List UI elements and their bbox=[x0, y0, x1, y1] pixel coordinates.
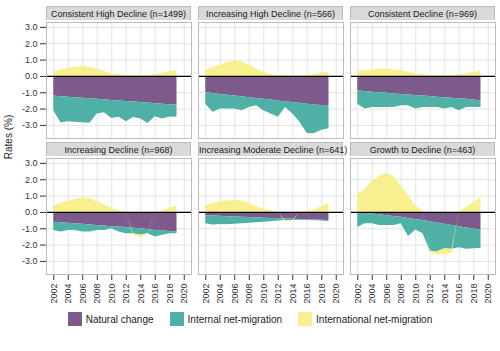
svg-text:2012: 2012 bbox=[121, 284, 131, 304]
svg-text:1.0: 1.0 bbox=[25, 191, 38, 201]
html-text:Internal net-migration: Internal net-migration bbox=[187, 313, 283, 325]
svg-text:2006: 2006 bbox=[382, 284, 392, 304]
html-text:Rates (%): Rates (%) bbox=[2, 114, 14, 160]
svg-text:2012: 2012 bbox=[273, 284, 283, 304]
html-text:International net-migration: International net-migration bbox=[316, 313, 433, 325]
svg-text:2014: 2014 bbox=[288, 284, 298, 304]
html-text:Increasing High Decline (n=566: Increasing High Decline (n=566) bbox=[206, 9, 335, 19]
svg-text:2.0: 2.0 bbox=[25, 175, 38, 185]
svg-text:2014: 2014 bbox=[440, 284, 450, 304]
svg-text:0.0: 0.0 bbox=[25, 71, 38, 81]
svg-text:2010: 2010 bbox=[107, 284, 117, 304]
svg-text:-3.0: -3.0 bbox=[22, 256, 38, 266]
svg-text:2002: 2002 bbox=[201, 284, 211, 304]
svg-text:2016: 2016 bbox=[150, 284, 160, 304]
svg-text:-1.0: -1.0 bbox=[22, 224, 38, 234]
svg-text:2018: 2018 bbox=[165, 284, 175, 304]
svg-text:3.0: 3.0 bbox=[25, 158, 38, 168]
svg-text:3.0: 3.0 bbox=[25, 22, 38, 32]
svg-text:2006: 2006 bbox=[78, 284, 88, 304]
svg-text:2012: 2012 bbox=[425, 284, 435, 304]
svg-text:2018: 2018 bbox=[317, 284, 327, 304]
svg-text:2020: 2020 bbox=[483, 284, 493, 304]
svg-text:2016: 2016 bbox=[454, 284, 464, 304]
svg-text:1.0: 1.0 bbox=[25, 55, 38, 65]
svg-text:2008: 2008 bbox=[396, 284, 406, 304]
svg-text:2006: 2006 bbox=[230, 284, 240, 304]
svg-text:2010: 2010 bbox=[259, 284, 269, 304]
svg-text:2016: 2016 bbox=[302, 284, 312, 304]
svg-text:-2.0: -2.0 bbox=[22, 240, 38, 250]
html-text:Increasing Decline (n=968): Increasing Decline (n=968) bbox=[64, 145, 173, 155]
svg-text:2010: 2010 bbox=[411, 284, 421, 304]
svg-text:2014: 2014 bbox=[136, 284, 146, 304]
svg-text:2008: 2008 bbox=[92, 284, 102, 304]
svg-text:2020: 2020 bbox=[331, 284, 341, 304]
html-text:Natural change: Natural change bbox=[85, 313, 154, 325]
svg-text:2018: 2018 bbox=[469, 284, 479, 304]
svg-text:-1.0: -1.0 bbox=[22, 88, 38, 98]
html-text:Increasing Moderate Decline (n: Increasing Moderate Decline (n=641) bbox=[199, 145, 348, 155]
html-text:Consistent Decline (n=969): Consistent Decline (n=969) bbox=[368, 9, 477, 19]
svg-text:0.0: 0.0 bbox=[25, 207, 38, 217]
svg-text:2020: 2020 bbox=[179, 284, 189, 304]
svg-text:2002: 2002 bbox=[49, 284, 59, 304]
svg-text:2002: 2002 bbox=[353, 284, 363, 304]
svg-text:2004: 2004 bbox=[63, 284, 73, 304]
svg-text:2004: 2004 bbox=[367, 284, 377, 304]
svg-text:-3.0: -3.0 bbox=[22, 120, 38, 130]
svg-text:2.0: 2.0 bbox=[25, 39, 38, 49]
svg-text:-2.0: -2.0 bbox=[22, 104, 38, 114]
svg-text:2008: 2008 bbox=[244, 284, 254, 304]
html-text:Growth to Decline (n=463): Growth to Decline (n=463) bbox=[369, 145, 476, 155]
svg-text:2004: 2004 bbox=[215, 284, 225, 304]
html-text:Consistent High Decline (n=149: Consistent High Decline (n=1499) bbox=[51, 9, 186, 19]
